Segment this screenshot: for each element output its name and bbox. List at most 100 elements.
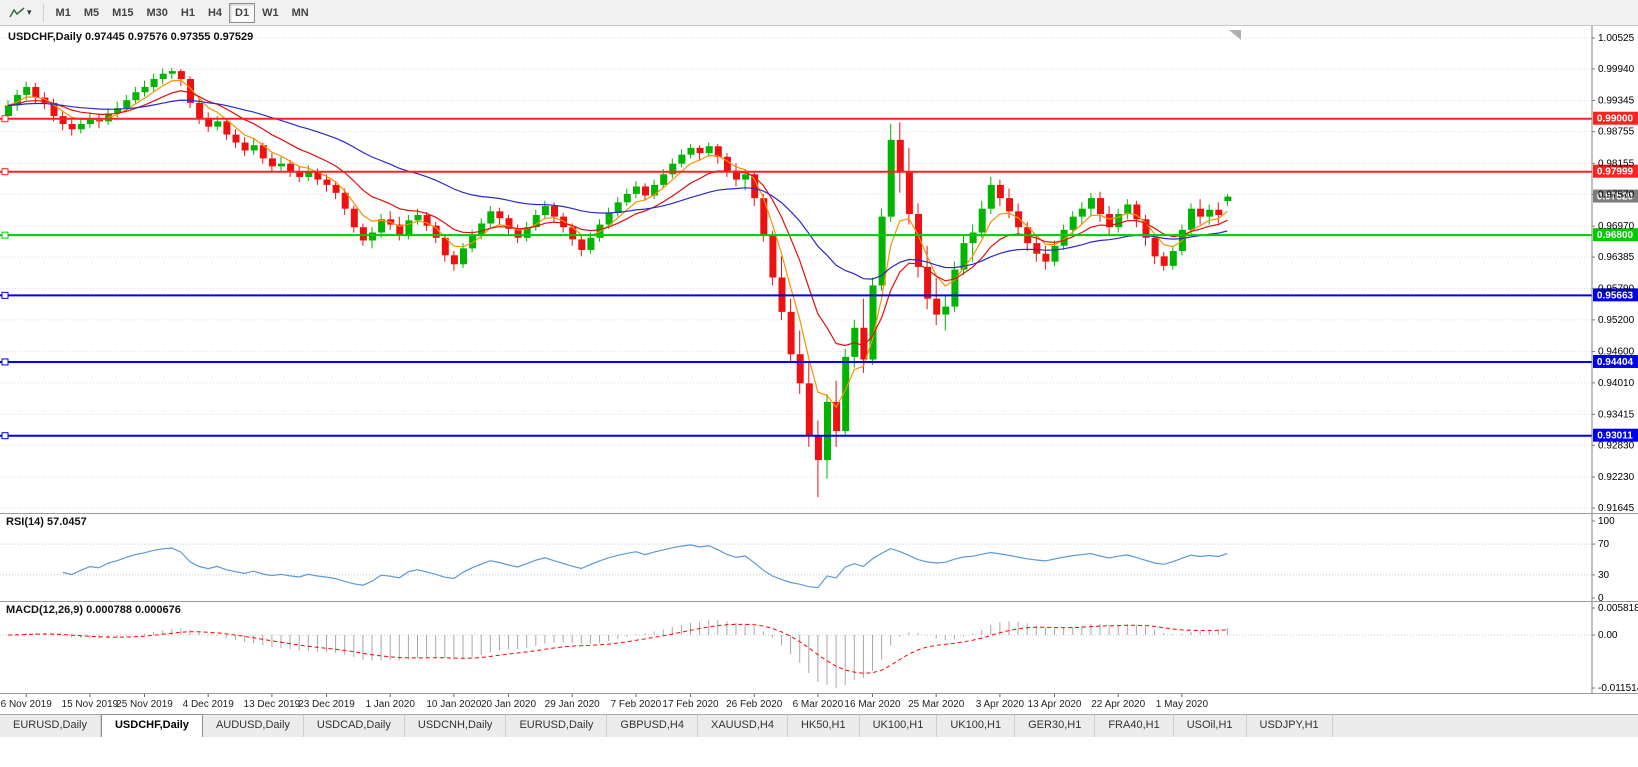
svg-text:0.98755: 0.98755 [1598, 127, 1635, 138]
chart-tab-usdjpy-h1[interactable]: USDJPY,H1 [1247, 715, 1333, 737]
svg-text:0.96385: 0.96385 [1598, 252, 1635, 263]
svg-text:0.96800: 0.96800 [1597, 230, 1634, 241]
moving-average-34 [7, 99, 1228, 280]
svg-text:10 Jan 2020: 10 Jan 2020 [426, 699, 481, 710]
svg-text:7 Feb 2020: 7 Feb 2020 [611, 699, 662, 710]
hlines-layer[interactable]: 0.99000 0.97999 0.96800 0.95663 0.94404 0.930… [0, 111, 1638, 442]
svg-text:25 Nov 2019: 25 Nov 2019 [116, 699, 173, 710]
svg-text:13 Dec 2019: 13 Dec 2019 [244, 699, 301, 710]
price-axis: 1.00525 0.99940 0.99345 0.98755 0.98155 0.975… [1591, 26, 1635, 693]
chart-tab-uk100-h1[interactable]: UK100,H1 [937, 715, 1016, 737]
svg-text:0.94010: 0.94010 [1598, 378, 1635, 389]
chart-tab-uk100-h1[interactable]: UK100,H1 [860, 715, 938, 737]
price-badge [1593, 111, 1638, 125]
rsi-line [62, 544, 1228, 589]
svg-text:0.98155: 0.98155 [1598, 158, 1635, 169]
svg-text:6 Nov 2019: 6 Nov 2019 [1, 699, 53, 710]
timeframe-button-group: M1 M5 M15 M30 H1 H4 D1 W1 MN [50, 2, 315, 23]
chart-tab-usdcnh-daily[interactable]: USDCNH,Daily [405, 715, 507, 737]
timeframe-button-w1[interactable]: W1 [256, 3, 285, 23]
rsi-panel: 100 70 30 0 [0, 516, 1615, 604]
timeframe-button-mn[interactable]: MN [286, 3, 315, 23]
hline-handle[interactable] [1, 358, 9, 366]
svg-text:17 Feb 2020: 17 Feb 2020 [662, 699, 719, 710]
svg-text:0.92230: 0.92230 [1598, 472, 1635, 483]
svg-text:0.005818: 0.005818 [1598, 603, 1638, 614]
svg-text:0.94404: 0.94404 [1597, 357, 1634, 368]
svg-text:0.00: 0.00 [1598, 630, 1618, 641]
price-badge [1593, 288, 1638, 302]
price-badge [1593, 428, 1638, 442]
hline-handle[interactable] [1, 115, 9, 123]
macd-signal-line [7, 623, 1228, 674]
timeframe-button-m15[interactable]: M15 [106, 3, 139, 23]
zigzag-chart-icon [9, 6, 25, 17]
chart-tab-audusd-daily[interactable]: AUDUSD,Daily [203, 715, 304, 737]
chart-tab-eurusd-daily[interactable]: EURUSD,Daily [0, 715, 101, 737]
timeframe-button-m30[interactable]: M30 [141, 3, 174, 23]
price-badge [1593, 228, 1638, 242]
svg-text:30: 30 [1598, 570, 1610, 581]
svg-text:1 Jan 2020: 1 Jan 2020 [365, 699, 415, 710]
top-toolbar: ▾ M1 M5 M15 M30 H1 H4 D1 W1 MN [0, 0, 1638, 26]
timeframe-button-m5[interactable]: M5 [78, 3, 105, 23]
chart-window[interactable]: 100 70 30 0 0.005818 0.00 -0.011514 0.99000 0.97… [0, 26, 1638, 714]
chart-tab-usdcad-daily[interactable]: USDCAD,Daily [304, 715, 405, 737]
chart-mode-dropdown[interactable]: ▾ [4, 3, 37, 23]
hline-handle[interactable] [1, 432, 9, 440]
svg-text:6 Mar 2020: 6 Mar 2020 [793, 699, 844, 710]
svg-text:15 Nov 2019: 15 Nov 2019 [62, 699, 119, 710]
dropdown-caret-icon: ▾ [27, 7, 32, 17]
svg-text:20 Jan 2020: 20 Jan 2020 [481, 699, 536, 710]
svg-text:0.96970: 0.96970 [1598, 221, 1635, 232]
svg-text:0.97999: 0.97999 [1597, 167, 1634, 178]
svg-text:0.94600: 0.94600 [1598, 347, 1635, 358]
chart-tab-usdchf-daily[interactable]: USDCHF,Daily [100, 714, 203, 737]
chart-tab-hk50-h1[interactable]: HK50,H1 [788, 715, 860, 737]
svg-text:16 Mar 2020: 16 Mar 2020 [844, 699, 901, 710]
chart-tab-gbpusd-h4[interactable]: GBPUSD,H4 [607, 715, 698, 737]
svg-text:1 May 2020: 1 May 2020 [1156, 699, 1209, 710]
chart-tab-usoil-h1[interactable]: USOil,H1 [1174, 715, 1247, 737]
grid-layer [0, 37, 1592, 509]
timeframe-button-h4[interactable]: H4 [202, 3, 228, 23]
chart-tab-ger30-h1[interactable]: GER30,H1 [1015, 715, 1096, 737]
svg-text:1.00525: 1.00525 [1598, 33, 1635, 44]
svg-text:0.95200: 0.95200 [1598, 315, 1635, 326]
timeframe-button-d1[interactable]: D1 [229, 2, 256, 23]
svg-text:0.99345: 0.99345 [1598, 95, 1635, 106]
chart-tab-xauusd-h4[interactable]: XAUUSD,H4 [698, 715, 788, 737]
svg-text:22 Apr 2020: 22 Apr 2020 [1091, 699, 1145, 710]
hline-handle[interactable] [1, 291, 9, 299]
svg-text:0.92830: 0.92830 [1598, 440, 1635, 451]
svg-text:-0.011514: -0.011514 [1598, 683, 1638, 694]
svg-text:0.99940: 0.99940 [1598, 64, 1635, 75]
svg-text:0.93415: 0.93415 [1598, 409, 1635, 420]
moving-averages-layer [7, 79, 1228, 409]
hline-handle[interactable] [1, 168, 9, 176]
svg-text:26 Feb 2020: 26 Feb 2020 [726, 699, 783, 710]
hline-handle[interactable] [1, 231, 9, 239]
moving-average-5 [7, 79, 1228, 409]
chart-canvas[interactable]: 100 70 30 00.005818 0.00 -0.011514 0.99000 0.97… [0, 26, 1638, 714]
svg-text:0.95663: 0.95663 [1597, 290, 1634, 301]
timeframe-button-h1[interactable]: H1 [175, 3, 201, 23]
chart-tab-fra40-h1[interactable]: FRA40,H1 [1095, 715, 1174, 737]
price-badge [1593, 354, 1638, 368]
svg-text:25 Mar 2020: 25 Mar 2020 [908, 699, 965, 710]
chart-shift-marker[interactable] [1229, 30, 1241, 40]
svg-text:0.91645: 0.91645 [1598, 503, 1635, 514]
svg-text:0.93011: 0.93011 [1597, 431, 1633, 442]
candles-layer [5, 67, 1232, 498]
splitter-price-rsi[interactable] [0, 513, 1638, 514]
chart-tab-bar: EURUSD,Daily USDCHF,Daily AUDUSD,Daily USDC… [0, 714, 1638, 737]
svg-text:4 Dec 2019: 4 Dec 2019 [183, 699, 235, 710]
timeframe-button-m1[interactable]: M1 [50, 3, 77, 23]
splitter-rsi-macd[interactable] [0, 601, 1638, 602]
svg-text:100: 100 [1598, 516, 1615, 527]
svg-text:3 Apr 2020: 3 Apr 2020 [976, 699, 1025, 710]
current-price-badge [1593, 189, 1638, 203]
svg-text:13 Apr 2020: 13 Apr 2020 [1028, 699, 1082, 710]
chart-tab-eurusd-daily[interactable]: EURUSD,Daily [506, 715, 608, 737]
